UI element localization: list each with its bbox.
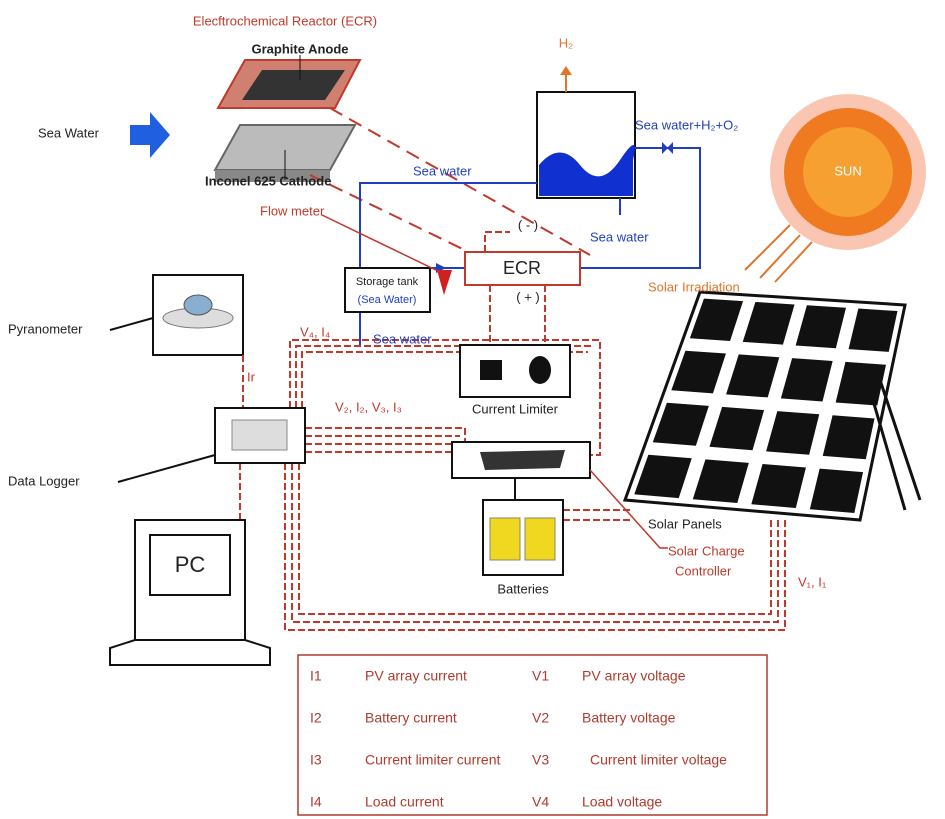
reactor-plates [215,60,360,182]
table-cell: Current limiter voltage [590,752,727,768]
label: ( + ) [516,289,539,304]
table-cell: V2 [532,710,549,726]
solar-panel [625,292,920,520]
label: Solar Panels [648,516,722,531]
label: Sea water [413,163,472,178]
label: Data Logger [8,473,80,488]
label: Sea water [590,229,649,244]
table-cell: PV array current [365,668,467,684]
table-cell: V3 [532,752,549,768]
label: Graphite Anode [251,41,348,56]
label: Sea water+H₂+O₂ [635,117,738,132]
label: ( - ) [518,217,538,232]
current-limiter-box [460,345,570,397]
table-cell: I3 [310,752,322,768]
label: SUN [834,163,861,178]
label: Pyranometer [8,321,83,336]
label: Solar Charge [668,543,745,558]
table-cell: Battery current [365,710,457,726]
table-cell: Current limiter current [365,752,500,768]
pc-icon [110,520,270,665]
label: Sea water [373,331,432,346]
label: Elecftrochemical Reactor (ECR) [193,13,377,28]
label: PC [175,552,206,577]
table-cell: Battery voltage [582,710,676,726]
label: (Sea Water) [358,294,417,306]
label: Flow meter [260,203,325,218]
inflow-arrow [130,112,170,158]
label: Batteries [497,581,549,596]
table-cell: I4 [310,794,322,810]
label: Solar Irradiation [648,279,740,294]
table-cell: I1 [310,668,322,684]
system-diagram: I1 PV array current V1 PV array voltage I2 Ba… [0,0,945,819]
label: ECR [503,258,541,278]
label: V₄, I₄ [300,324,330,339]
table-cell: V1 [532,668,549,684]
table-cell: Load voltage [582,794,662,810]
table-cell: I2 [310,710,322,726]
label: Storage tank [356,276,419,288]
label: V₂, I₂, V₃, I₃ [335,399,402,414]
label: V₁, I₁ [798,574,827,589]
table-cell: Load current [365,794,444,810]
label: Inconel 625 Cathode [205,173,331,188]
table-cell: PV array voltage [582,668,686,684]
label: Ir [247,369,256,384]
label: Controller [675,563,732,578]
label: Current Limiter [472,401,559,416]
table-cell: V4 [532,794,549,810]
label: H₂ [559,35,573,50]
label: Sea Water [38,125,100,140]
